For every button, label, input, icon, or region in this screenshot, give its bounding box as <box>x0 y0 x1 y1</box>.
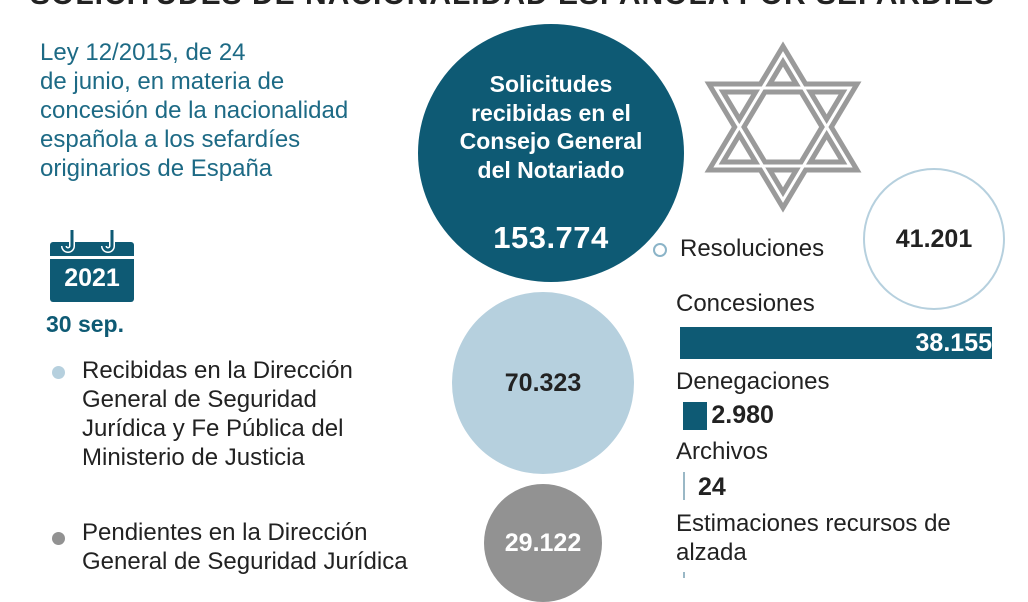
resoluciones-circle: 41.201 <box>863 168 1005 310</box>
recibidas-line: Ministerio de Justicia <box>82 444 305 471</box>
resoluciones-label: Resoluciones <box>680 235 825 262</box>
recibidas-line: Jurídica y Fe Pública del <box>82 415 344 442</box>
total-solicitudes-label: Solicitudes recibidas en el Consejo Gene… <box>428 70 674 184</box>
intro-line: española a los sefardíes <box>40 126 301 153</box>
bar-archivos <box>683 472 685 500</box>
recibidas-line: Recibidas en la Dirección <box>82 357 353 384</box>
main-label-line: Consejo General <box>459 128 643 154</box>
recibidas-value: 70.323 <box>504 368 582 397</box>
bar-label-concesiones: Concesiones <box>676 290 815 317</box>
resoluciones-bullet <box>653 243 667 257</box>
pendientes-line: General de Seguridad Jurídica <box>82 548 408 575</box>
calendar-icon: 2021 <box>48 226 136 304</box>
total-solicitudes-value: 153.774 <box>493 220 609 255</box>
calendar-year: 2021 <box>64 264 120 292</box>
bar-label-archivos: Archivos <box>676 438 769 465</box>
intro-line: concesión de la nacionalidad <box>40 97 349 124</box>
intro-line: de junio, en materia de <box>40 68 285 95</box>
pendientes-line: Pendientes en la Dirección <box>82 519 368 546</box>
page-title: SOLICITUDES DE NACIONALIDAD ESPAÑOLA POR… <box>30 0 1010 12</box>
bar-denegaciones <box>683 402 708 430</box>
main-label-line: recibidas en el <box>471 99 631 126</box>
recibidas-text: Recibidas en la Dirección General de Seg… <box>82 356 442 472</box>
intro-line: originarios de España <box>40 155 273 182</box>
recibidas-circle: 70.323 <box>452 292 634 474</box>
bar-label-denegaciones: Denegaciones <box>676 368 830 395</box>
pendientes-value: 29.122 <box>504 528 582 557</box>
total-solicitudes-circle: Solicitudes recibidas en el Consejo Gene… <box>418 24 684 282</box>
recibidas-line: General de Seguridad <box>82 386 317 413</box>
bar-label-estimaciones: Estimaciones recursos de alzada <box>676 510 951 566</box>
main-label-line: Solicitudes <box>489 71 613 97</box>
resoluciones-value: 41.201 <box>895 224 973 253</box>
intro-line: Ley 12/2015, de 24 <box>40 39 246 66</box>
bar-value-denegaciones: 2.980 <box>711 401 774 429</box>
bar-value-concesiones: 38.155 <box>915 329 992 357</box>
star-of-david-icon <box>704 41 862 213</box>
date-label: 30 sep. <box>46 311 124 337</box>
recibidas-bullet <box>52 366 65 379</box>
main-label-line: del Notariado <box>477 156 625 183</box>
pendientes-circle: 29.122 <box>484 484 602 602</box>
pendientes-bullet <box>52 532 65 545</box>
bar-estimaciones <box>683 572 685 578</box>
bar-value-archivos: 24 <box>698 473 726 501</box>
intro-text: Ley 12/2015, de 24 de junio, en materia … <box>40 38 430 183</box>
bar-concesiones <box>680 327 992 359</box>
pendientes-text: Pendientes en la Dirección General de Se… <box>82 518 482 576</box>
